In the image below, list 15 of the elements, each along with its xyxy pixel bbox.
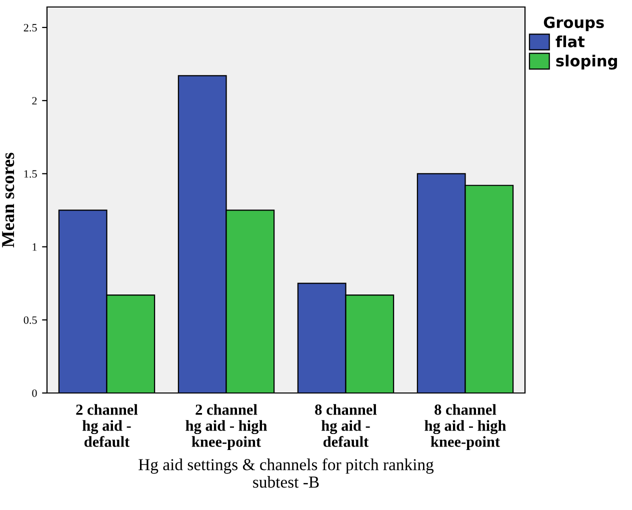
x-tick-label: 8 channel hg aid - high knee-point bbox=[424, 404, 506, 450]
x-tick-label: 2 channel hg aid - default bbox=[76, 404, 138, 447]
x-axis-title: Hg aid settings & channels for pitch ranking subtest -B bbox=[138, 458, 434, 488]
y-tick-label: 2.5 bbox=[24, 24, 37, 32]
y-tick-label: 0 bbox=[32, 389, 37, 397]
y-tick-label: 0.5 bbox=[24, 316, 37, 324]
legend-label: sloping bbox=[556, 54, 617, 70]
x-tick-label: 2 channel hg aid - high knee-point bbox=[186, 404, 267, 450]
y-tick-label: 2 bbox=[32, 97, 37, 104]
x-tick-label: 8 channel hg aid - default bbox=[315, 404, 377, 447]
legend-title: Groups bbox=[544, 16, 604, 32]
y-tick-label: 1.5 bbox=[24, 170, 37, 178]
y-tick-label: 1 bbox=[32, 243, 37, 251]
legend-label: flat bbox=[556, 36, 585, 48]
y-axis-title: Mean scores bbox=[2, 152, 14, 248]
